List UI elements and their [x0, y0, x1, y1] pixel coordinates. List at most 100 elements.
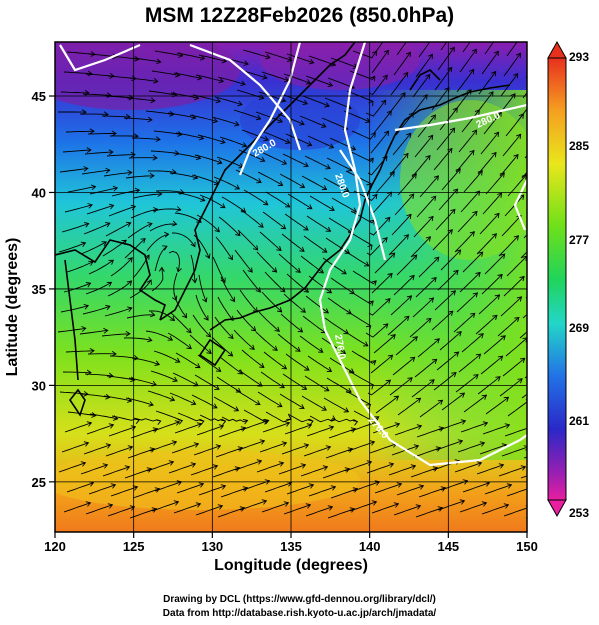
streamline-arrow: [218, 77, 225, 84]
streamline: [153, 350, 180, 363]
streamline-arrow: [368, 300, 374, 306]
streamline-arrow: [449, 46, 455, 53]
streamline: [499, 154, 519, 177]
streamline-arrow: [415, 397, 422, 403]
streamline: [257, 391, 283, 407]
streamline-arrow: [299, 183, 306, 189]
streamline: [86, 424, 114, 435]
streamline: [415, 277, 437, 298]
streamline: [456, 69, 475, 93]
streamline-arrow: [406, 132, 412, 139]
credit-drawing: Drawing by DCL (https://www.gfd-dennou.o…: [163, 594, 436, 605]
streamline-arrow: [172, 220, 178, 227]
streamline: [367, 379, 391, 396]
streamline-arrow: [492, 314, 498, 321]
streamline: [455, 374, 479, 393]
streamline: [80, 464, 108, 475]
streamline: [459, 49, 477, 73]
streamline-arrow: [281, 159, 288, 165]
streamline: [344, 461, 372, 472]
streamline: [218, 216, 241, 236]
streamline-arrow: [158, 266, 165, 272]
streamline-arrow: [341, 269, 347, 275]
streamline: [63, 502, 91, 513]
x-tick-label: 145: [437, 539, 459, 554]
streamline-arrow: [447, 147, 453, 154]
streamline-arrow: [450, 208, 456, 215]
streamline-arrow: [371, 280, 377, 286]
streamline: [525, 517, 527, 519]
streamline-arrow: [300, 463, 307, 469]
streamline-arrow: [472, 292, 479, 298]
streamline-arrow: [274, 326, 280, 332]
streamline: [499, 378, 523, 397]
streamline: [287, 413, 314, 423]
streamline-arrow: [134, 418, 141, 424]
streamline: [524, 375, 527, 379]
streamline: [454, 231, 475, 253]
streamline-arrow: [350, 427, 357, 433]
streamline: [126, 314, 155, 319]
streamline-arrow: [108, 203, 115, 210]
streamline: [282, 373, 307, 390]
colorbar-label: 277: [569, 233, 590, 247]
streamline-arrow: [416, 424, 423, 430]
streamline: [481, 274, 503, 295]
streamline: [417, 338, 440, 358]
streamline-arrow: [303, 443, 310, 449]
streamline-arrow: [176, 206, 182, 212]
streamline: [214, 316, 234, 339]
streamline: [176, 52, 205, 60]
streamline: [283, 73, 311, 84]
streamline: [219, 136, 247, 147]
streamline-arrow: [447, 229, 453, 235]
streamline: [195, 505, 223, 516]
streamline-arrow: [203, 315, 209, 321]
streamline-arrow: [107, 503, 114, 509]
streamline: [480, 355, 503, 375]
streamline: [347, 441, 375, 452]
streamline-arrow: [462, 479, 469, 485]
x-tick-label: 120: [44, 539, 66, 554]
streamline: [65, 130, 95, 133]
streamline: [503, 53, 521, 77]
streamline-arrow: [111, 350, 117, 357]
streamline: [82, 305, 111, 315]
streamline-arrow: [372, 193, 378, 200]
streamline-arrow: [327, 81, 334, 88]
streamline-arrow: [278, 461, 285, 467]
streamline-arrow: [322, 247, 328, 253]
streamline: [241, 129, 269, 141]
streamline: [67, 186, 96, 193]
streamline-arrow: [233, 406, 240, 412]
streamline-arrow: [265, 53, 271, 60]
streamline: [415, 54, 433, 78]
y-tick-label: 45: [32, 89, 46, 104]
streamline: [521, 171, 527, 179]
streamline: [263, 351, 287, 370]
streamline: [409, 94, 428, 118]
streamline-arrow: [262, 74, 268, 80]
streamline: [133, 193, 162, 199]
streamline: [502, 134, 522, 157]
streamline-arrow: [200, 196, 206, 202]
streamline: [525, 296, 527, 299]
streamline-arrow: [127, 445, 134, 451]
streamline: [432, 229, 453, 251]
streamline-arrow: [367, 244, 373, 251]
streamline: [324, 97, 352, 109]
streamline-arrow: [393, 502, 400, 508]
streamline-arrow: [369, 440, 376, 446]
streamline-arrow: [459, 499, 466, 505]
streamline-arrow: [519, 275, 525, 282]
y-tick-label: 40: [32, 185, 46, 200]
streamline: [265, 411, 292, 423]
streamline: [105, 222, 131, 237]
x-tick-label: 135: [280, 539, 302, 554]
streamline-arrow: [169, 315, 176, 322]
streamline: [212, 256, 226, 283]
streamline-arrow: [199, 54, 206, 61]
streamline-arrow: [388, 462, 395, 468]
streamline-arrow: [295, 267, 301, 273]
streamline: [286, 484, 314, 495]
